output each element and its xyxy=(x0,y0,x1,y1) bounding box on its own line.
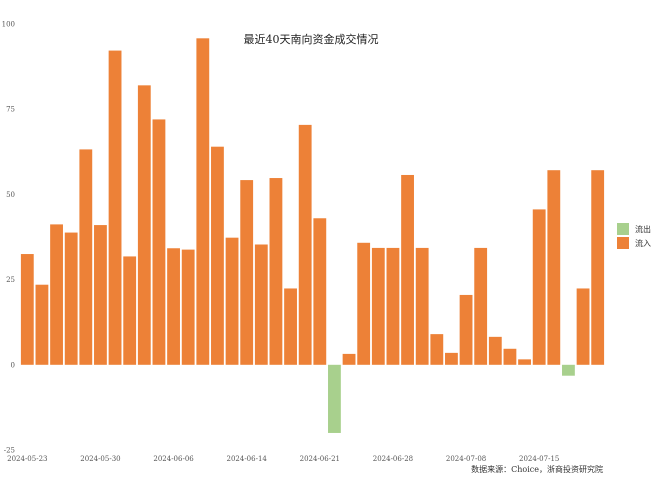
bar-inflow xyxy=(94,225,107,365)
x-tick-label: 2024-06-06 xyxy=(153,455,194,463)
bar-inflow xyxy=(342,353,356,365)
y-tick-label: 100 xyxy=(2,21,15,29)
bar-inflow xyxy=(152,119,166,365)
bar-inflow xyxy=(371,247,385,365)
legend-label-inflow: 流入 xyxy=(635,238,651,248)
bar-inflow xyxy=(35,284,49,365)
bar-inflow xyxy=(50,224,63,365)
bar-inflow xyxy=(225,237,239,365)
bar-inflow xyxy=(269,178,283,365)
bar-inflow xyxy=(108,50,122,365)
x-tick-label: 2024-07-15 xyxy=(519,455,559,463)
bar-inflow xyxy=(474,247,488,365)
source-note: 数据来源：Choice，浙商投资研究院 xyxy=(471,464,603,474)
y-tick-label: -25 xyxy=(4,447,15,455)
bar-inflow xyxy=(167,248,180,365)
bar-inflow xyxy=(313,218,327,365)
bar-inflow xyxy=(123,256,137,365)
x-tick-label: 2024-07-08 xyxy=(446,455,486,463)
y-tick-label: 0 xyxy=(11,361,15,369)
bar-inflow xyxy=(386,247,400,365)
legend-swatch-inflow xyxy=(617,237,629,249)
bar-inflow xyxy=(401,174,414,365)
legend-label-outflow: 流出 xyxy=(635,224,651,234)
bar-inflow xyxy=(137,85,151,365)
bar-inflow xyxy=(591,170,605,365)
x-tick-label: 2024-06-14 xyxy=(227,455,268,463)
bar-inflow xyxy=(211,146,224,365)
y-axis-ticks: 100 75 50 25 0 -25 xyxy=(2,21,15,455)
y-tick-label: 50 xyxy=(6,191,15,199)
bar-inflow xyxy=(181,249,195,365)
bar-inflow xyxy=(20,254,34,365)
bar-inflow xyxy=(284,288,297,365)
bar-inflow xyxy=(415,247,429,365)
bar-inflow xyxy=(576,288,590,365)
x-tick-label: 2024-06-21 xyxy=(300,455,340,463)
y-tick-label: 75 xyxy=(6,106,15,114)
chart-title: 最近40天南向资金成交情况 xyxy=(244,32,379,46)
bar-inflow xyxy=(298,124,312,365)
bar-inflow xyxy=(445,352,458,365)
bar-inflow xyxy=(64,232,78,365)
y-tick-label: 25 xyxy=(6,276,15,284)
bar-inflow xyxy=(532,209,546,365)
legend: 流出 流入 xyxy=(617,223,651,249)
bar-outflow xyxy=(562,364,575,376)
bar-inflow xyxy=(503,348,517,365)
bar-inflow xyxy=(488,336,502,365)
bar-inflow xyxy=(254,244,268,365)
bar-inflow xyxy=(518,359,531,365)
bar-inflow xyxy=(196,38,210,365)
bar-inflow xyxy=(459,294,473,365)
bar-inflow xyxy=(357,242,371,365)
x-axis-ticks: 2024-05-23 2024-05-30 2024-06-06 2024-06-14… xyxy=(7,455,559,463)
bar-inflow xyxy=(547,170,561,365)
x-tick-label: 2024-05-23 xyxy=(7,455,47,463)
legend-swatch-outflow xyxy=(617,223,629,235)
bar-inflow xyxy=(240,180,254,365)
bar-inflow xyxy=(79,149,93,365)
bar-inflow xyxy=(430,334,444,365)
bar-series xyxy=(20,38,605,433)
x-tick-label: 2024-05-30 xyxy=(80,455,120,463)
bar-outflow xyxy=(328,364,341,433)
x-tick-label: 2024-06-28 xyxy=(373,455,413,463)
